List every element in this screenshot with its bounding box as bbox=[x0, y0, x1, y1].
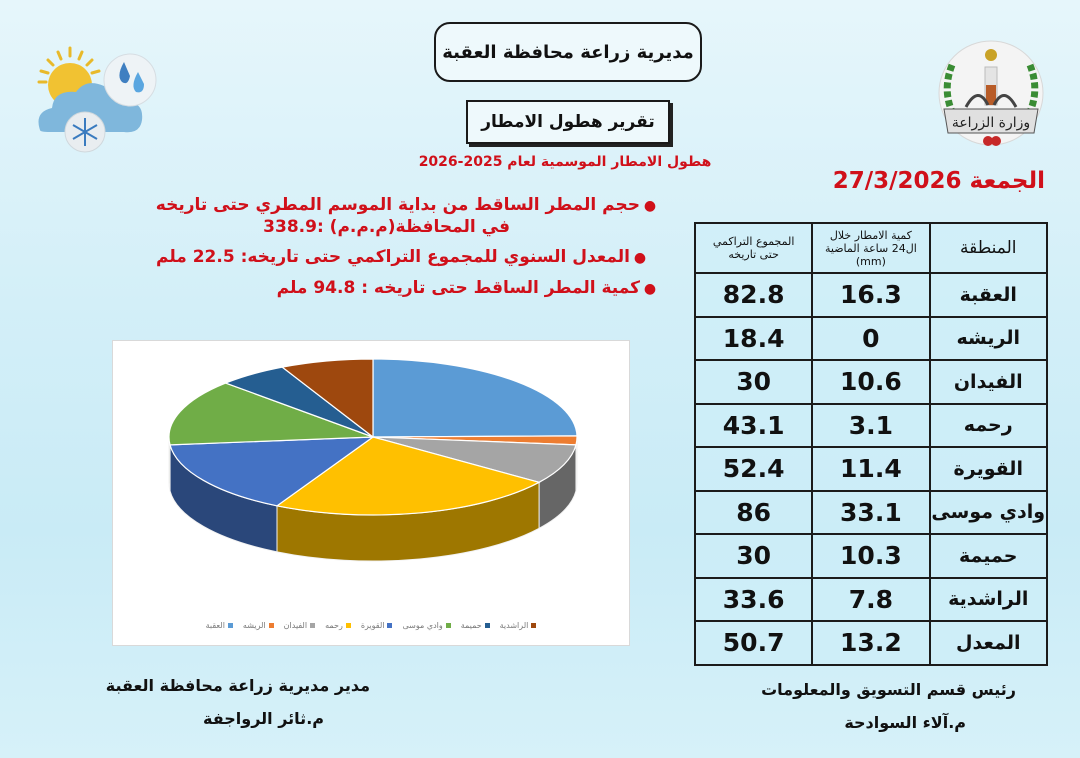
cell-region: الريشه bbox=[928, 315, 1048, 361]
weather-icon bbox=[30, 40, 170, 155]
legend-swatch bbox=[484, 623, 490, 628]
cell-region: المعدل bbox=[928, 620, 1048, 666]
cell-cumulative: 30 bbox=[693, 359, 814, 405]
cell-region: القويرة bbox=[928, 446, 1048, 492]
cell-region: حميمة bbox=[928, 533, 1048, 579]
cell-region: الفيدان bbox=[928, 359, 1048, 405]
legend-label: حميمة bbox=[460, 621, 482, 630]
cell-last24: 10.3 bbox=[811, 533, 931, 579]
svg-text:وزارة الزراعة: وزارة الزراعة bbox=[952, 115, 1030, 131]
legend-swatch bbox=[345, 623, 351, 628]
table-row: القويرة 11.4 52.4 bbox=[693, 446, 1048, 492]
signature-title: مدير مديرية زراعة محافظة العقبة bbox=[105, 676, 370, 695]
cell-region: وادي موسى bbox=[928, 489, 1048, 535]
table-row: وادي موسى 33.1 86 bbox=[693, 489, 1048, 535]
bullet-item: ● حجم المطر الساقط من بداية الموسم المطر… bbox=[110, 194, 660, 238]
signature-name: م.ثائر الرواجفة bbox=[203, 709, 324, 728]
cell-cumulative: 33.6 bbox=[693, 576, 814, 622]
cell-cumulative: 86 bbox=[693, 489, 814, 535]
cell-last24: 16.3 bbox=[811, 272, 931, 318]
legend-label: القويرة bbox=[360, 621, 385, 630]
pie-chart-canvas bbox=[168, 358, 578, 562]
cell-last24: 11.4 bbox=[811, 446, 931, 492]
cell-cumulative: 43.1 bbox=[693, 402, 814, 448]
cell-cumulative: 18.4 bbox=[693, 315, 814, 361]
legend-swatch bbox=[227, 623, 233, 628]
legend-swatch bbox=[387, 623, 393, 628]
cell-region: العقبة bbox=[928, 272, 1048, 318]
cell-region: رحمه bbox=[928, 402, 1048, 448]
legend-item: القويرة bbox=[361, 621, 393, 630]
pie-slice-1 bbox=[372, 358, 578, 438]
legend-swatch bbox=[531, 623, 537, 628]
legend-swatch bbox=[310, 623, 316, 628]
signature-title: رئيس قسم التسويق والمعلومات bbox=[761, 680, 1016, 699]
pie-slice-5 bbox=[169, 436, 375, 507]
cell-last24: 3.1 bbox=[811, 402, 931, 448]
legend-swatch bbox=[445, 623, 451, 628]
report-date: الجمعة 27/3/2026 bbox=[832, 168, 1045, 194]
director-signature: مدير مديرية زراعة محافظة العقبة م.ثائر ا… bbox=[70, 676, 370, 728]
summary-bullets: ● حجم المطر الساقط من بداية الموسم المطر… bbox=[110, 194, 660, 308]
header-region: المنطقة bbox=[928, 222, 1048, 274]
table-row: الراشدية 7.8 33.6 bbox=[693, 576, 1048, 622]
marketing-head-signature: رئيس قسم التسويق والمعلومات م.آلاء السوا… bbox=[760, 680, 1016, 732]
pie-chart: العقبة الريشه الفيدان رحمه القويرة وادي موسى ح… bbox=[112, 340, 630, 646]
table-header-row: المنطقة كمية الامطار خلال ال24 ساعة الما… bbox=[693, 222, 1048, 274]
bullet-item: ● المعدل السنوي للمجموع التراكمي حتى تار… bbox=[110, 246, 650, 269]
legend-item: العقبة bbox=[206, 621, 233, 630]
legend-swatch bbox=[268, 623, 274, 628]
cell-last24: 7.8 bbox=[811, 576, 931, 622]
cell-region: الراشدية bbox=[928, 576, 1048, 622]
legend-label: وادي موسى bbox=[402, 621, 443, 630]
cell-last24: 10.6 bbox=[811, 359, 931, 405]
season-subtitle: هطول الامطار الموسمية لعام 2025-2026 bbox=[418, 154, 712, 170]
legend-item: رحمه bbox=[325, 621, 351, 630]
table-row: الريشه 0 18.4 bbox=[693, 315, 1048, 361]
header-last24: كمية الامطار خلال ال24 ساعة الماضية (mm) bbox=[811, 222, 931, 274]
directorate-title: مديرية زراعة محافظة العقبة bbox=[434, 22, 702, 82]
legend-item: الفيدان bbox=[283, 621, 316, 630]
legend-item: الريشه bbox=[243, 621, 274, 630]
legend-item: الراشدية bbox=[500, 621, 537, 630]
table-row: حميمة 10.3 30 bbox=[693, 533, 1048, 579]
bullet-text-line2: في المحافظة(م.م.م) :338.9 bbox=[263, 217, 510, 237]
bullet-text: حجم المطر الساقط من بداية الموسم المطري … bbox=[155, 195, 640, 215]
bullet-text: كمية المطر الساقط حتى تاريخه : 94.8 ملم bbox=[276, 278, 640, 298]
legend-label: العقبة bbox=[205, 621, 225, 630]
legend-item: وادي موسى bbox=[402, 621, 451, 630]
rainfall-table: المنطقة كمية الامطار خلال ال24 ساعة الما… bbox=[693, 222, 1048, 666]
bullet-text: المعدل السنوي للمجموع التراكمي حتى تاريخ… bbox=[155, 247, 630, 267]
legend-label: الريشه bbox=[242, 621, 266, 630]
report-title: تقرير هطول الامطار bbox=[466, 100, 670, 144]
table-row: رحمه 3.1 43.1 bbox=[693, 402, 1048, 448]
legend-item: حميمة bbox=[461, 621, 490, 630]
cell-cumulative: 50.7 bbox=[693, 620, 814, 666]
bullet-icon: ● bbox=[643, 198, 657, 214]
pie-slice-6 bbox=[168, 382, 374, 446]
bullet-icon: ● bbox=[643, 281, 657, 297]
cell-last24: 13.2 bbox=[811, 620, 931, 666]
table-row: الفيدان 10.6 30 bbox=[693, 359, 1048, 405]
cell-cumulative: 82.8 bbox=[693, 272, 814, 318]
cell-cumulative: 30 bbox=[693, 533, 814, 579]
pie-slice-8 bbox=[280, 358, 374, 439]
pie-slice-4 bbox=[275, 436, 541, 516]
ministry-of-agriculture-logo: وزارة الزراعة bbox=[930, 35, 1052, 153]
cell-cumulative: 52.4 bbox=[693, 446, 814, 492]
legend-label: الراشدية bbox=[499, 621, 529, 630]
legend-label: الفيدان bbox=[283, 621, 308, 630]
pie-slice-3 bbox=[372, 436, 577, 483]
chart-legend: العقبة الريشه الفيدان رحمه القويرة وادي موسى ح… bbox=[113, 621, 629, 630]
legend-label: رحمه bbox=[325, 621, 343, 630]
bullet-icon: ● bbox=[633, 250, 647, 266]
header-cumulative: المجموع التراكمي حتى تاريخه bbox=[693, 222, 814, 274]
bullet-item: ● كمية المطر الساقط حتى تاريخه : 94.8 مل… bbox=[110, 277, 660, 300]
table-row: المعدل 13.2 50.7 bbox=[693, 620, 1048, 666]
cell-last24: 33.1 bbox=[811, 489, 931, 535]
cell-last24: 0 bbox=[811, 315, 931, 361]
table-row: العقبة 16.3 82.8 bbox=[693, 272, 1048, 318]
signature-name: م.آلاء السوادحة bbox=[844, 713, 966, 732]
